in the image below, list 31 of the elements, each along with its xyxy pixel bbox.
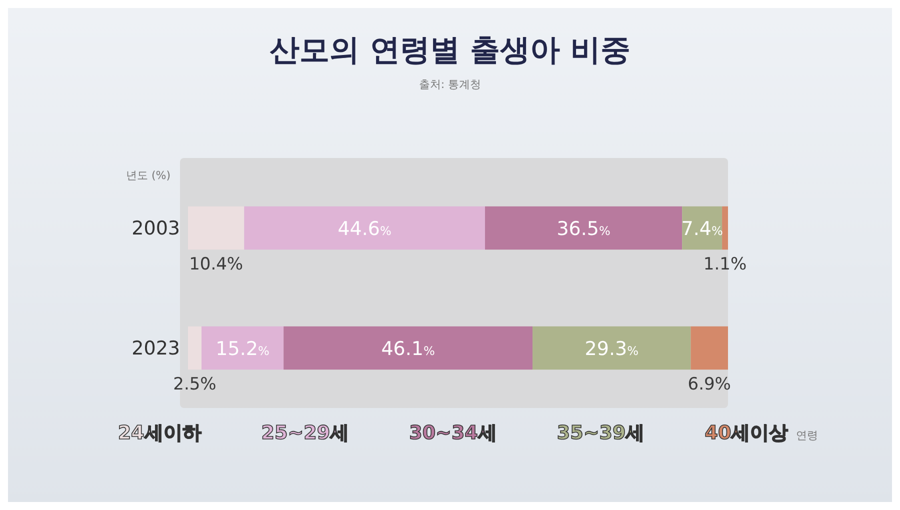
bar bbox=[682, 206, 722, 250]
y-tick-label: 2003 bbox=[132, 218, 180, 240]
data-label: 10.4% bbox=[189, 254, 244, 275]
data-label: 6.9% bbox=[688, 374, 731, 395]
bar bbox=[485, 206, 682, 250]
bar bbox=[690, 326, 728, 370]
text: 25~29세 bbox=[261, 421, 350, 446]
bar bbox=[244, 206, 485, 250]
chart-subtitle: 출처: 통계청 bbox=[418, 77, 482, 92]
data-label: 7.4% bbox=[681, 218, 723, 240]
legend-title: 연령 bbox=[796, 428, 818, 443]
data-label: 29.3% bbox=[584, 338, 638, 360]
bar bbox=[284, 326, 533, 370]
bar bbox=[188, 326, 202, 370]
y-tick-label: 2023 bbox=[132, 338, 180, 360]
chart-title: 산모의 연령별 출생아 비중 bbox=[268, 32, 632, 70]
bar bbox=[532, 326, 691, 370]
data-label: 44.6% bbox=[338, 218, 392, 240]
text: 24세이하 bbox=[118, 421, 202, 446]
bar bbox=[722, 206, 728, 250]
text: 30~34세 bbox=[409, 421, 497, 446]
text: 40세이상 bbox=[704, 421, 788, 446]
bar bbox=[188, 206, 244, 250]
data-label: 15.2% bbox=[216, 338, 270, 360]
data-label: 36.5% bbox=[556, 218, 610, 240]
data-label: 46.1% bbox=[381, 338, 435, 360]
data-label: 2.5% bbox=[173, 374, 216, 395]
bar bbox=[202, 326, 284, 370]
y-axis-title: 년도 (%) bbox=[126, 168, 171, 183]
data-label: 1.1% bbox=[703, 254, 747, 275]
text: 35~39세 bbox=[556, 421, 645, 446]
